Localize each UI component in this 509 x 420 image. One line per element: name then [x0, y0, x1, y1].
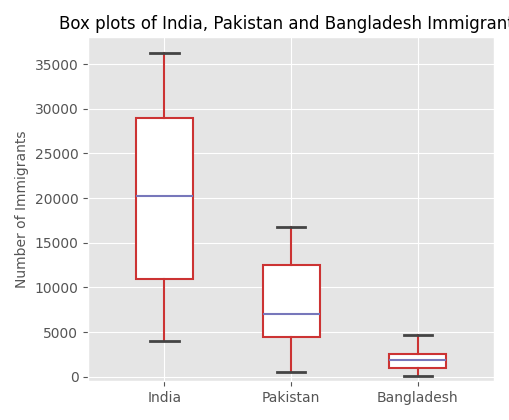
- Title: Box plots of India, Pakistan and Bangladesh Immigrants: Box plots of India, Pakistan and Banglad…: [60, 15, 509, 33]
- PathPatch shape: [136, 118, 193, 278]
- PathPatch shape: [263, 265, 320, 336]
- Y-axis label: Number of Immigrants: Number of Immigrants: [15, 131, 29, 288]
- PathPatch shape: [389, 354, 446, 368]
